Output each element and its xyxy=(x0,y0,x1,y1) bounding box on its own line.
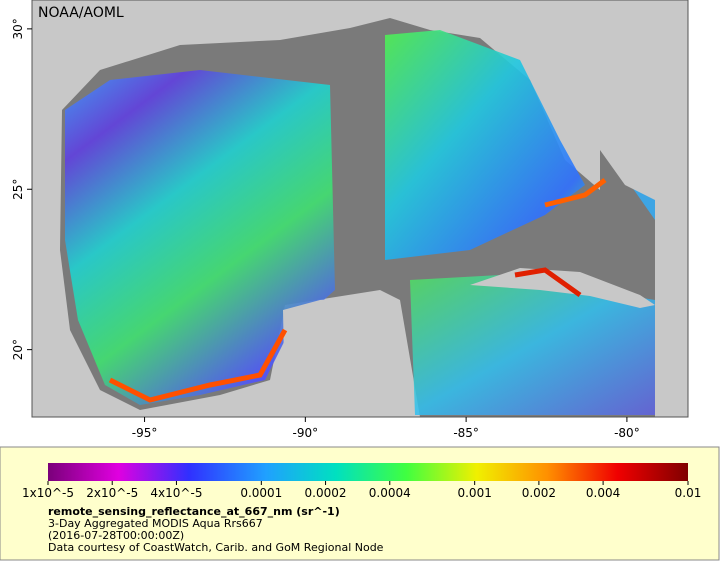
colorbar-tick-label: 0.001 xyxy=(457,486,491,500)
lon-tick-label: -90° xyxy=(293,426,319,440)
florida-land xyxy=(540,0,688,417)
lon-tick-label: -80° xyxy=(614,426,640,440)
lat-tick-label: 20° xyxy=(11,339,25,360)
colorbar-tick-label: 0.002 xyxy=(522,486,556,500)
colorbar-tick-label: 0.0004 xyxy=(369,486,411,500)
map-area xyxy=(32,0,688,417)
colorbar-tick-label: 0.01 xyxy=(675,486,702,500)
colorbar-tick-label: 0.004 xyxy=(586,486,620,500)
data-patch xyxy=(410,275,655,415)
colorbar xyxy=(48,463,688,481)
legend-line: 3-Day Aggregated MODIS Aqua Rrs667 xyxy=(48,517,263,530)
cuba-land xyxy=(470,268,655,308)
lat-tick-label: 30° xyxy=(11,18,25,39)
coastal-high xyxy=(544,178,607,208)
coastal-high xyxy=(514,267,582,298)
data-patch xyxy=(385,30,585,260)
colorbar-tick-label: 4x10^-5 xyxy=(150,486,202,500)
watermark: NOAA/AOML xyxy=(38,5,124,21)
colorbar-tick-label: 0.0002 xyxy=(305,486,347,500)
yucatan-land xyxy=(283,295,395,417)
data-patch xyxy=(65,70,335,405)
legend-line: Data courtesy of CoastWatch, Carib. and … xyxy=(48,541,384,554)
lat-tick-label: 25° xyxy=(11,179,25,200)
colorbar-tick-label: 0.0001 xyxy=(240,486,282,500)
coastal-high xyxy=(108,328,288,403)
map-frame xyxy=(31,0,689,418)
legend-line: (2016-07-28T00:00:00Z) xyxy=(48,529,184,542)
lon-tick-label: -85° xyxy=(453,426,479,440)
colorbar-tick-label: 2x10^-5 xyxy=(86,486,138,500)
variable-name: remote_sensing_reflectance_at_667_nm (sr… xyxy=(48,505,340,518)
colorbar-tick-label: 1x10^-5 xyxy=(22,486,74,500)
lon-tick-label: -95° xyxy=(132,426,158,440)
